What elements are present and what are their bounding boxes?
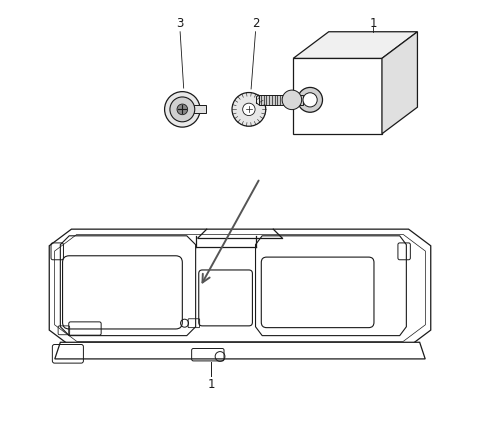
Polygon shape	[259, 95, 303, 105]
Polygon shape	[293, 32, 418, 58]
Polygon shape	[382, 32, 418, 134]
Circle shape	[177, 104, 188, 115]
Circle shape	[232, 93, 266, 126]
Text: 2: 2	[252, 16, 259, 29]
Circle shape	[298, 87, 323, 112]
Polygon shape	[55, 342, 425, 359]
Circle shape	[282, 90, 301, 109]
Circle shape	[303, 93, 317, 107]
Text: 1: 1	[369, 16, 377, 29]
Polygon shape	[293, 58, 382, 134]
Polygon shape	[193, 105, 206, 113]
Circle shape	[170, 97, 195, 122]
Circle shape	[243, 103, 255, 116]
Text: 3: 3	[177, 16, 184, 29]
Circle shape	[165, 92, 200, 127]
FancyBboxPatch shape	[199, 270, 252, 326]
Text: 1: 1	[207, 378, 215, 391]
Polygon shape	[49, 229, 431, 347]
